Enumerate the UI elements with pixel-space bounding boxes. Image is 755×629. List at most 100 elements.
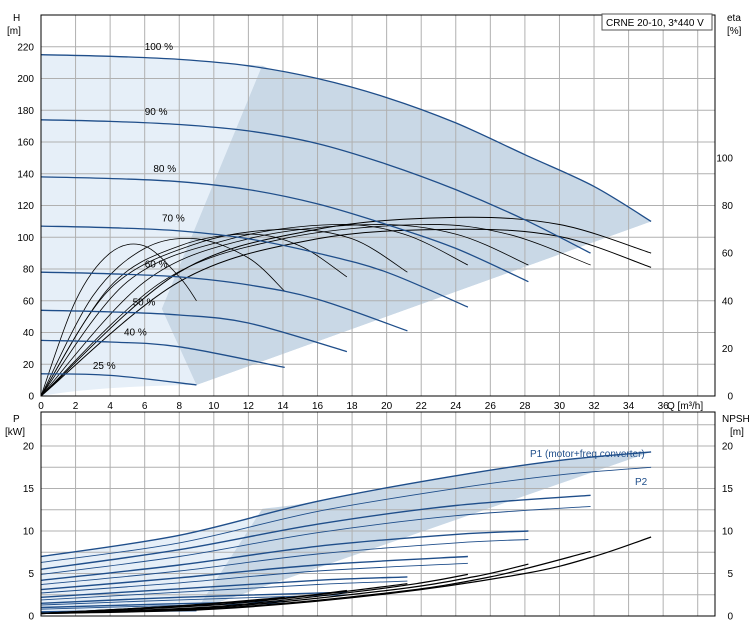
head-curve (40, 309, 348, 353)
lower-right-tick-label: 5 (727, 569, 733, 580)
x-tick-label: 0 (38, 401, 44, 412)
lower-left-axis-title-p: P (13, 414, 20, 425)
x-tick-label: 36 (658, 401, 670, 412)
x-tick-label: 34 (623, 401, 635, 412)
efficiency-curve (40, 233, 348, 397)
x-axis-title: Q [m³/h] (667, 401, 703, 412)
efficiency-curve (40, 237, 285, 397)
p1-curve (40, 494, 591, 570)
p1-curve (40, 555, 468, 591)
p1-curve (40, 576, 408, 598)
x-tick-label: 12 (243, 401, 255, 412)
upper-left-axis-title-unit: [m] (7, 26, 21, 37)
upper-right-axis-title-eta: eta (727, 13, 741, 24)
lower-right-axis-title-unit: [m] (730, 427, 744, 438)
p1-curve (40, 451, 652, 558)
upper-left-axis-title-h: H (13, 13, 20, 24)
x-tick-label: 24 (450, 401, 462, 412)
lower-left-tick-label: 0 (28, 612, 34, 623)
head-curve (40, 54, 652, 222)
head-curve (40, 339, 285, 369)
speed-label: 70 % (162, 213, 185, 224)
p2-curve (40, 539, 529, 585)
upper-left-tick-label: 140 (17, 169, 34, 180)
upper-left-tick-label: 0 (28, 392, 34, 403)
npsh-curve (40, 573, 469, 615)
lower-right-tick-label: 0 (727, 612, 733, 623)
tick-labels: 0 2 4 6 8 10 12 14 16 18 20 22 24 26 28 30 32 34 360204060… (17, 42, 733, 622)
lower-left-axis-title-unit: [kW] (5, 427, 25, 438)
lower-right-tick-label: 15 (722, 484, 734, 495)
speed-label: 90 % (145, 107, 168, 118)
speed-label: 100 % (145, 42, 173, 53)
lower-right-tick-label: 10 (722, 527, 734, 538)
x-tick-label: 4 (107, 401, 113, 412)
head-curve (40, 119, 591, 254)
speed-label: 40 % (124, 328, 147, 339)
p2-curve (40, 505, 591, 575)
upper-left-tick-label: 60 (23, 296, 35, 307)
x-tick-label: 28 (519, 401, 531, 412)
lower-left-tick-label: 10 (23, 527, 35, 538)
upper-left-tick-label: 20 (23, 360, 35, 371)
p2-curve (40, 580, 408, 601)
power-and-npsh-curves (40, 451, 652, 615)
upper-left-tick-label: 80 (23, 265, 35, 276)
head-curve (40, 225, 469, 308)
p1-curve (40, 600, 285, 609)
chart-title: CRNE 20-10, 3*440 V (606, 18, 704, 29)
p1-curve (40, 530, 529, 581)
title-box (601, 13, 713, 31)
npsh-curve (40, 596, 285, 615)
head-curve (40, 176, 529, 283)
upper-left-tick-label: 100 (17, 233, 34, 244)
lower-right-axis-title-npsh: NPSH (722, 414, 750, 425)
upper-left-tick-label: 200 (17, 74, 34, 85)
x-tick-label: 10 (208, 401, 220, 412)
lower-left-tick-label: 15 (23, 484, 35, 495)
x-tick-label: 14 (277, 401, 289, 412)
x-tick-label: 32 (588, 401, 600, 412)
x-tick-label: 26 (485, 401, 497, 412)
lower-left-tick-label: 20 (23, 442, 35, 453)
speed-label: 60 % (145, 259, 168, 270)
x-tick-label: 30 (554, 401, 566, 412)
p2-curve (40, 466, 652, 563)
upper-right-tick-label: 0 (727, 392, 733, 403)
speed-label: 50 % (133, 298, 156, 309)
upper-left-tick-label: 40 (23, 328, 35, 339)
npsh-curve (40, 536, 652, 615)
lower-left-tick-label: 5 (28, 569, 34, 580)
x-tick-label: 8 (176, 401, 182, 412)
x-tick-label: 22 (416, 401, 428, 412)
head-curve (40, 373, 197, 386)
upper-right-axis-title-unit: [%] (727, 26, 742, 37)
x-tick-label: 2 (73, 401, 79, 412)
x-tick-label: 18 (347, 401, 359, 412)
npsh-curve (40, 563, 529, 615)
p2-series-label: P2 (635, 477, 648, 488)
lower-plot-frame (40, 411, 716, 617)
x-tick-label: 6 (142, 401, 148, 412)
efficiency-curve (40, 224, 469, 397)
speed-label: 25 % (93, 361, 116, 372)
upper-right-tick-label: 40 (722, 296, 734, 307)
plot-frames (40, 14, 716, 617)
x-tick-label: 16 (312, 401, 324, 412)
head-curve (40, 271, 408, 332)
head-and-efficiency-curves: 100 % 90 % 80 % 70 % 60 % 50 % 40 % 25 % (40, 42, 652, 397)
upper-right-tick-label: 20 (722, 344, 734, 355)
p1-curve (40, 591, 347, 604)
p2-curve (40, 562, 468, 594)
p1-series-label: P1 (motor+freq.converter) (530, 449, 645, 460)
upper-left-tick-label: 120 (17, 201, 34, 212)
upper-right-tick-label: 100 (716, 153, 733, 164)
upper-left-tick-label: 220 (17, 42, 34, 53)
upper-right-tick-label: 80 (722, 201, 734, 212)
speed-label: 80 % (153, 164, 176, 175)
efficiency-curve (40, 224, 529, 397)
x-tick-label: 20 (381, 401, 393, 412)
upper-right-tick-label: 60 (722, 249, 734, 260)
upper-plot-frame (40, 14, 716, 397)
